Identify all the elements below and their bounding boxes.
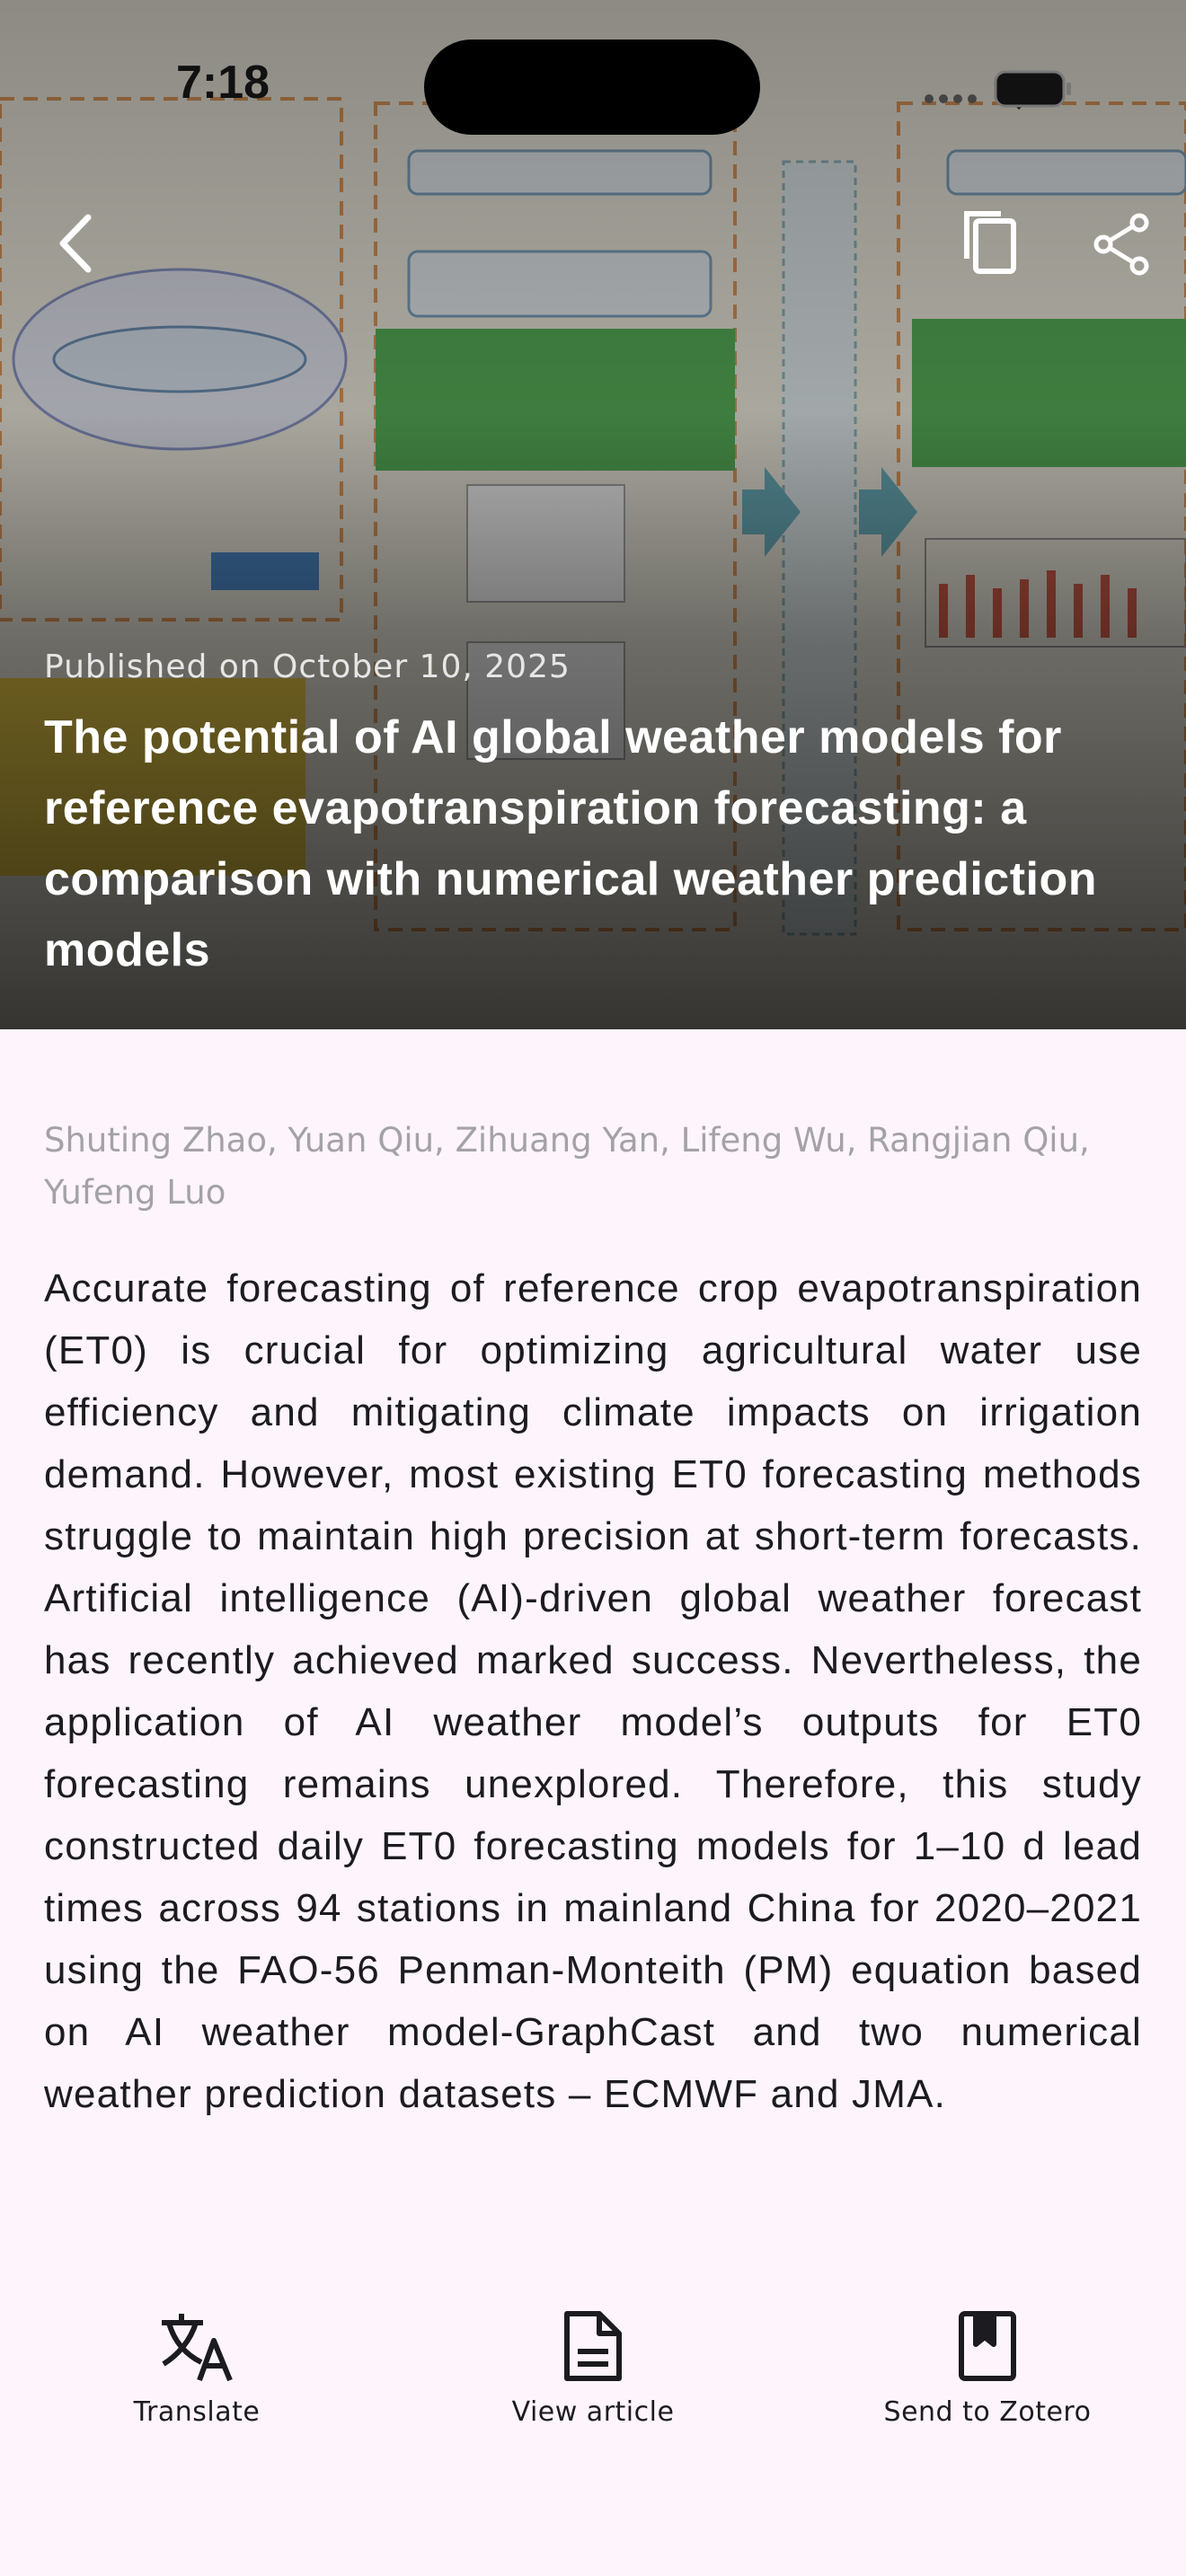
share-button[interactable]: [1091, 212, 1155, 277]
copy-button[interactable]: [960, 208, 1022, 277]
published-date: Published on October 10, 2025: [44, 648, 571, 685]
view-article-button[interactable]: View article: [458, 2310, 728, 2428]
action-bar: Translate View article Send to Zotero: [0, 2265, 1186, 2576]
abstract-scroll: Accurate forecasting of reference crop e…: [44, 1257, 1142, 2265]
authors: Shuting Zhao, Yuan Qiu, Zihuang Yan, Lif…: [44, 1121, 1090, 1212]
translate-button[interactable]: Translate: [62, 2310, 332, 2428]
gradient-overlay: [0, 0, 1186, 1029]
book-icon: [959, 2311, 1016, 2381]
header-image: [0, 0, 1186, 1029]
status-time: 7:18: [176, 57, 270, 109]
send-to-zotero-button[interactable]: Send to Zotero: [853, 2310, 1122, 2428]
action-label: Send to Zotero: [883, 2396, 1092, 2428]
action-label: View article: [511, 2396, 675, 2428]
article-title: The potential of AI global weather model…: [44, 711, 1098, 976]
action-label: Translate: [133, 2396, 261, 2428]
dynamic-island: [424, 40, 760, 135]
battery-icon: [994, 70, 1071, 108]
abstract: Accurate forecasting of reference crop e…: [44, 1266, 1142, 2116]
translate-icon: [162, 2314, 233, 2382]
document-icon: [564, 2311, 622, 2381]
back-button[interactable]: [50, 212, 104, 275]
